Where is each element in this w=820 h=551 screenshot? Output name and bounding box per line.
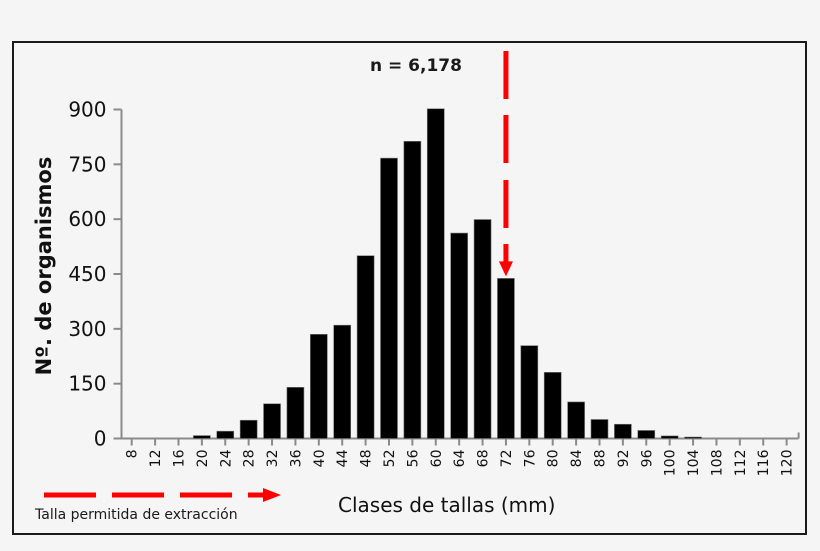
bar-92	[614, 423, 632, 439]
bar-64	[450, 232, 468, 439]
bar-56	[403, 141, 422, 439]
bar-32	[263, 403, 281, 439]
x-tick-label: 48	[359, 450, 375, 468]
y-tick-label: 150	[68, 372, 106, 396]
bar-72	[497, 278, 515, 439]
x-tick-label: 64	[452, 449, 468, 467]
y-tick-label: 0	[94, 427, 107, 451]
x-tick-label: 120	[780, 450, 796, 477]
x-tick-label: 80	[546, 450, 562, 468]
bar-40	[310, 334, 328, 439]
x-tick-label: 68	[476, 450, 492, 468]
x-tick-label: 28	[242, 450, 258, 468]
bar-48	[356, 255, 375, 439]
bar-96	[637, 430, 656, 439]
bar-52	[380, 157, 398, 439]
x-tick-label: 8	[125, 450, 141, 459]
bar-44	[333, 324, 352, 439]
x-tick-label: 32	[265, 450, 281, 468]
x-tick-label: 40	[312, 450, 328, 468]
x-tick-label: 24	[218, 449, 234, 467]
x-tick-label: 96	[639, 449, 655, 467]
y-axis-title: Nº. de organismos	[32, 156, 56, 376]
x-tick-label: 100	[663, 450, 679, 477]
y-tick-label: 900	[68, 98, 106, 122]
x-tick-label: 56	[405, 449, 421, 467]
bar-84	[567, 401, 585, 439]
bar-88	[590, 419, 609, 439]
x-tick-label: 12	[148, 450, 164, 468]
bar-100	[660, 435, 679, 439]
bar-60	[426, 108, 445, 439]
x-axis: 8 12 16 20 24 28 32 36 40 44 48 52 56 60 64 68 72 76 80 84 8…	[121, 432, 800, 477]
bar-80	[543, 372, 562, 439]
x-tick-label: 84	[569, 449, 585, 467]
y-tick-label: 450	[68, 262, 106, 286]
x-tick-label: 76	[522, 449, 538, 467]
bar-104	[684, 436, 702, 439]
sample-size-annotation: n = 6,178	[370, 56, 462, 76]
x-tick-label: 104	[686, 449, 702, 476]
legend-dashed-arrow-icon	[44, 488, 281, 502]
y-tick-label: 300	[68, 317, 106, 341]
x-tick-label: 44	[335, 449, 351, 467]
bar-24	[216, 430, 235, 439]
x-tick-label: 16	[171, 449, 187, 467]
y-axis: 0 150 300 450 600 750 900	[68, 98, 123, 451]
x-tick-label: 20	[195, 450, 211, 468]
x-tick-label: 60	[429, 450, 445, 468]
bar-36	[286, 387, 305, 439]
bars	[193, 108, 702, 439]
x-tick-label: 112	[733, 450, 749, 477]
y-tick-label: 750	[68, 152, 106, 176]
bar-20	[193, 435, 211, 439]
bar-28	[239, 419, 258, 439]
x-tick-label: 52	[382, 450, 398, 468]
x-tick-label: 88	[593, 450, 609, 468]
legend-label: Talla permitida de extracción	[35, 507, 238, 523]
x-tick-label: 36	[288, 449, 304, 467]
x-tick-label: 116	[756, 449, 772, 476]
bar-76	[520, 345, 539, 439]
bar-68	[473, 219, 492, 439]
x-tick-label: 72	[499, 450, 515, 468]
y-tick-label: 600	[68, 207, 106, 231]
x-tick-label: 92	[616, 450, 632, 468]
x-tick-label: 108	[709, 450, 725, 477]
legal-size-marker-arrow	[498, 51, 513, 277]
x-axis-title: Clases de tallas (mm)	[338, 493, 556, 517]
